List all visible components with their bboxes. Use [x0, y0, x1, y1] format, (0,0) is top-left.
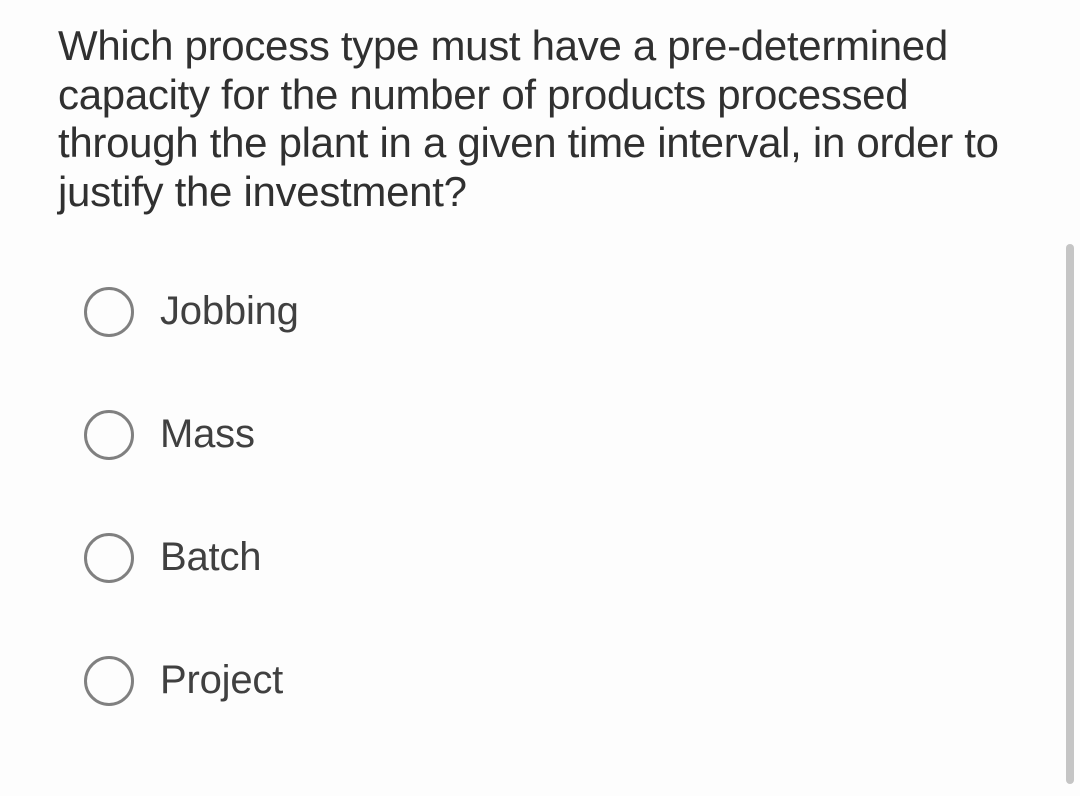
option-label: Project	[160, 658, 283, 703]
option-label: Jobbing	[160, 289, 299, 334]
radio-icon[interactable]	[84, 656, 134, 706]
question-text: Which process type must have a pre-deter…	[58, 22, 1058, 217]
option-project[interactable]: Project	[84, 656, 1080, 706]
option-jobbing[interactable]: Jobbing	[84, 287, 1080, 337]
scrollbar[interactable]	[1066, 244, 1074, 784]
options-list: Jobbing Mass Batch Project	[58, 287, 1080, 706]
option-label: Batch	[160, 535, 261, 580]
option-batch[interactable]: Batch	[84, 533, 1080, 583]
radio-icon[interactable]	[84, 410, 134, 460]
option-mass[interactable]: Mass	[84, 410, 1080, 460]
radio-icon[interactable]	[84, 287, 134, 337]
option-label: Mass	[160, 412, 255, 457]
radio-icon[interactable]	[84, 533, 134, 583]
